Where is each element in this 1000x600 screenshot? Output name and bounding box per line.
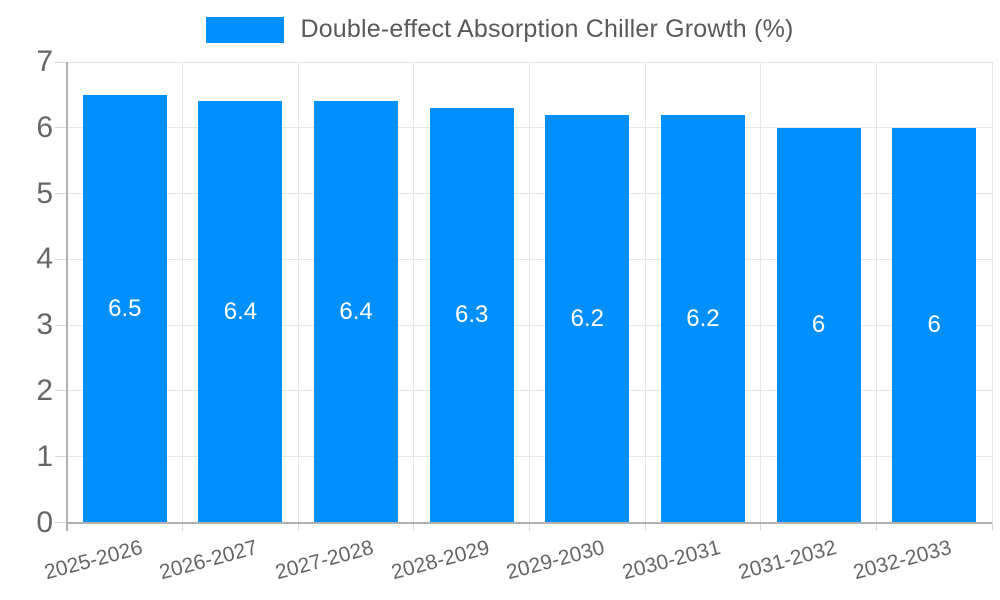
gridline-vertical	[991, 62, 993, 523]
bar-value-label: 6.5	[108, 294, 142, 322]
y-axis-tick	[55, 324, 67, 326]
x-axis-tick	[182, 522, 184, 531]
gridline-vertical	[182, 62, 184, 523]
legend-swatch	[206, 16, 285, 43]
y-axis-tick	[55, 456, 67, 458]
bar-2028-2029[interactable]	[429, 108, 514, 523]
bar-2031-2032[interactable]	[776, 127, 861, 523]
x-axis-tick	[644, 522, 646, 531]
bar-2030-2031[interactable]	[660, 114, 745, 523]
y-axis-tick	[55, 127, 67, 129]
gridline-vertical	[875, 62, 877, 523]
y-axis-tick	[55, 390, 67, 392]
y-axis-line	[66, 62, 68, 531]
x-axis-tick	[991, 522, 993, 531]
chart-legend[interactable]: Double-effect Absorption Chiller Growth …	[0, 15, 1000, 44]
y-axis-label: 0	[36, 505, 53, 539]
bar-2029-2030[interactable]	[545, 114, 630, 523]
x-axis-tick	[760, 522, 762, 531]
gridline-vertical	[413, 62, 415, 523]
gridline-vertical	[644, 62, 646, 523]
y-axis-tick	[55, 258, 67, 260]
bar-value-label: 6.2	[686, 304, 720, 332]
y-axis-tick	[55, 193, 67, 195]
bar-value-label: 6	[927, 311, 941, 339]
bar-value-label: 6.2	[570, 304, 604, 332]
legend-label: Double-effect Absorption Chiller Growth …	[300, 15, 794, 43]
y-axis-label: 7	[36, 45, 53, 78]
bar-2025-2026[interactable]	[82, 94, 167, 523]
y-axis-label: 5	[36, 176, 53, 210]
y-axis-label: 2	[36, 373, 53, 407]
bar-value-label: 6	[811, 311, 826, 339]
y-axis-label: 3	[36, 308, 53, 342]
y-axis-label: 1	[36, 439, 53, 473]
x-axis-tick	[297, 522, 299, 531]
gridline-vertical	[760, 62, 762, 523]
y-axis-tick	[55, 61, 67, 63]
x-axis-line	[67, 521, 992, 524]
y-axis-tick	[55, 522, 67, 523]
bar-2032-2033[interactable]	[892, 127, 977, 523]
gridline-vertical	[529, 62, 530, 523]
y-axis-label: 6	[36, 110, 53, 144]
x-axis-tick	[529, 522, 530, 531]
bar-value-label: 6.3	[455, 301, 489, 329]
gridline-vertical	[297, 62, 299, 523]
y-axis-label: 4	[36, 242, 53, 276]
x-axis-tick	[413, 522, 415, 531]
bar-2026-2027[interactable]	[198, 101, 283, 523]
bar-value-label: 6.4	[339, 297, 373, 325]
bar-value-label: 6.4	[223, 297, 258, 325]
bar-2027-2028[interactable]	[314, 101, 399, 523]
x-axis-tick	[875, 522, 877, 531]
